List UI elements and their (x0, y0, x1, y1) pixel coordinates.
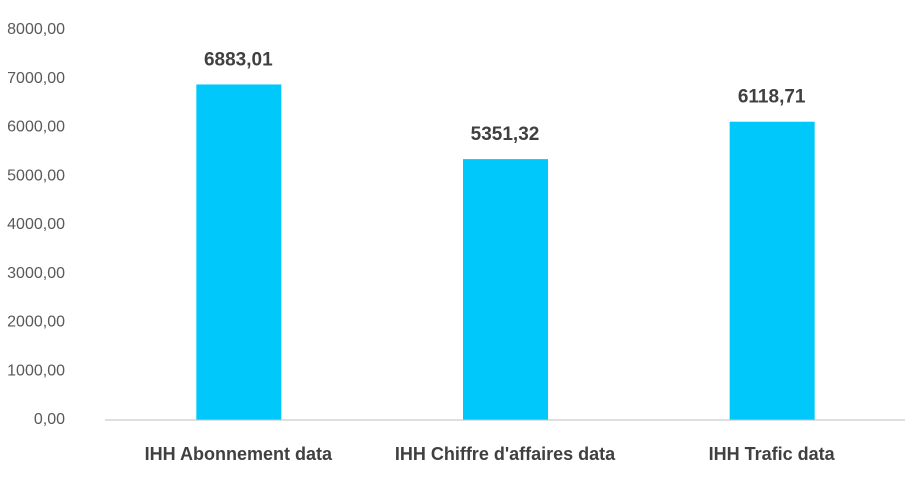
bar (463, 159, 548, 420)
y-tick-label: 5000,00 (7, 167, 65, 184)
value-label: 6883,01 (204, 49, 273, 70)
y-tick-label: 8000,00 (7, 21, 65, 38)
y-tick-label: 2000,00 (7, 314, 65, 331)
value-label: 5351,32 (471, 124, 540, 145)
y-tick-label: 3000,00 (7, 265, 65, 282)
value-label: 6118,71 (738, 87, 806, 108)
y-tick-label: 7000,00 (7, 70, 65, 87)
y-tick-label: 0,00 (34, 411, 65, 428)
x-tick-label: IHH Trafic data (708, 444, 835, 464)
y-tick-label: 1000,00 (7, 362, 65, 379)
x-tick-label: IHH Abonnement data (144, 444, 332, 464)
y-tick-label: 4000,00 (7, 216, 65, 233)
bar (729, 121, 815, 420)
x-tick-label: IHH Chiffre d'affaires data (394, 444, 616, 464)
y-tick-label: 6000,00 (7, 119, 65, 136)
bar (196, 84, 282, 421)
